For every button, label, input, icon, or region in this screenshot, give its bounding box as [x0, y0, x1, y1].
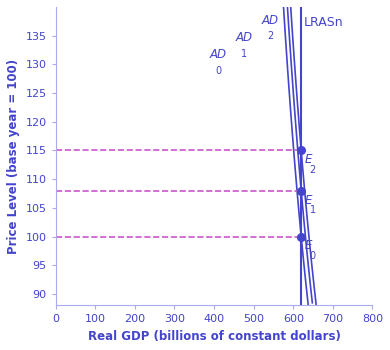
- Text: AD: AD: [236, 31, 253, 44]
- Text: E: E: [305, 153, 312, 166]
- X-axis label: Real GDP (billions of constant dollars): Real GDP (billions of constant dollars): [88, 330, 340, 343]
- Text: AD: AD: [262, 14, 278, 27]
- Text: E: E: [305, 239, 312, 252]
- Text: LRASn: LRASn: [303, 15, 343, 29]
- Text: 1: 1: [241, 49, 248, 58]
- Text: 1: 1: [310, 205, 316, 215]
- Text: 2: 2: [310, 165, 316, 175]
- Y-axis label: Price Level (base year = 100): Price Level (base year = 100): [7, 59, 20, 254]
- Text: 2: 2: [267, 32, 273, 41]
- Text: 0: 0: [216, 66, 222, 76]
- Text: 0: 0: [310, 251, 316, 261]
- Text: E: E: [305, 194, 312, 206]
- Text: AD: AD: [210, 49, 227, 62]
